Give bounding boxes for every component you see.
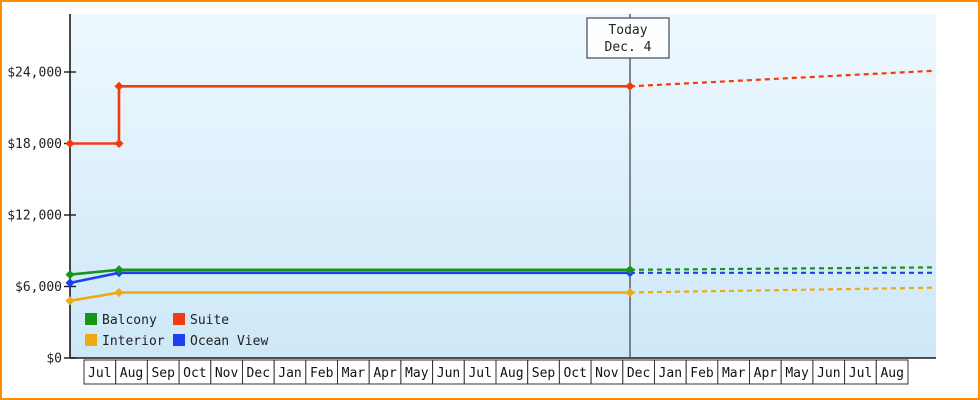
legend-label-balcony: Balcony <box>102 313 157 328</box>
month-cell <box>622 359 655 385</box>
month-cell <box>844 359 877 385</box>
month-cell <box>527 359 560 385</box>
legend-label-suite: Suite <box>190 313 229 328</box>
suite-history-line <box>70 85 630 145</box>
legend-swatch-ocean-view <box>173 334 185 346</box>
y-tick-label: $0 <box>46 352 62 367</box>
balcony-forecast-line <box>629 266 934 271</box>
month-label: Dec <box>627 366 650 381</box>
month-cell <box>115 359 148 385</box>
month-label: Aug <box>500 366 523 381</box>
month-label: Jun <box>437 366 460 381</box>
plot-area <box>70 14 936 358</box>
month-cell <box>337 359 370 385</box>
month-cell <box>242 359 275 385</box>
month-label: Jun <box>817 366 840 381</box>
month-cell <box>780 359 814 385</box>
month-label: Mar <box>342 366 366 381</box>
legend-label-interior: Interior <box>102 334 165 349</box>
y-tick-label: $18,000 <box>7 137 62 152</box>
suite-point-marker <box>625 81 635 91</box>
month-label: Sep <box>532 366 556 381</box>
month-cell <box>146 359 180 385</box>
month-cell <box>400 359 434 385</box>
month-label: Jan <box>278 366 301 381</box>
month-label: Apr <box>373 366 397 381</box>
month-label: May <box>785 366 809 381</box>
interior-point-marker <box>65 296 75 306</box>
month-label: Jul <box>849 366 872 381</box>
y-tick-label: $24,000 <box>7 66 62 81</box>
month-label: Oct <box>563 366 586 381</box>
month-label: Sep <box>151 366 175 381</box>
month-label: Nov <box>595 366 619 381</box>
y-tick-label: $6,000 <box>15 280 62 295</box>
month-label: Nov <box>215 366 239 381</box>
month-label: Feb <box>690 366 714 381</box>
legend-label-ocean-view: Ocean View <box>190 334 268 349</box>
suite-point-marker <box>114 81 124 91</box>
today-label: Today <box>608 23 647 38</box>
month-label: Oct <box>183 366 206 381</box>
month-label: Feb <box>310 366 334 381</box>
y-tick-label: $12,000 <box>7 209 62 224</box>
month-cell <box>178 359 212 385</box>
month-label: Mar <box>722 366 746 381</box>
balcony-point-marker <box>65 270 75 280</box>
month-cell <box>654 359 687 385</box>
legend-swatch-suite <box>173 313 185 325</box>
balcony-point-marker <box>625 265 635 275</box>
month-label: May <box>405 366 429 381</box>
ocean-view-point-marker <box>65 278 75 288</box>
month-label: Dec <box>247 366 270 381</box>
suite-point-marker <box>65 139 75 148</box>
month-cell <box>368 359 402 385</box>
month-cell <box>685 359 719 385</box>
month-cell <box>875 359 909 385</box>
legend-swatch-interior <box>85 334 97 346</box>
month-cell <box>558 359 592 385</box>
interior-point-marker <box>114 288 124 297</box>
month-label: Jul <box>88 366 111 381</box>
month-label: Jul <box>468 366 491 381</box>
interior-point-marker <box>625 288 635 297</box>
month-label: Apr <box>754 366 778 381</box>
balcony-point-marker <box>114 265 124 275</box>
today-label-box <box>586 17 670 59</box>
suite-point-marker <box>114 139 124 148</box>
month-label: Aug <box>120 366 143 381</box>
legend-swatch-balcony <box>85 313 97 325</box>
month-label: Jan <box>659 366 682 381</box>
today-date-label: Dec. 4 <box>605 40 652 55</box>
interior-forecast-line <box>629 286 934 294</box>
month-label: Aug <box>880 366 903 381</box>
suite-forecast-line <box>629 69 934 88</box>
